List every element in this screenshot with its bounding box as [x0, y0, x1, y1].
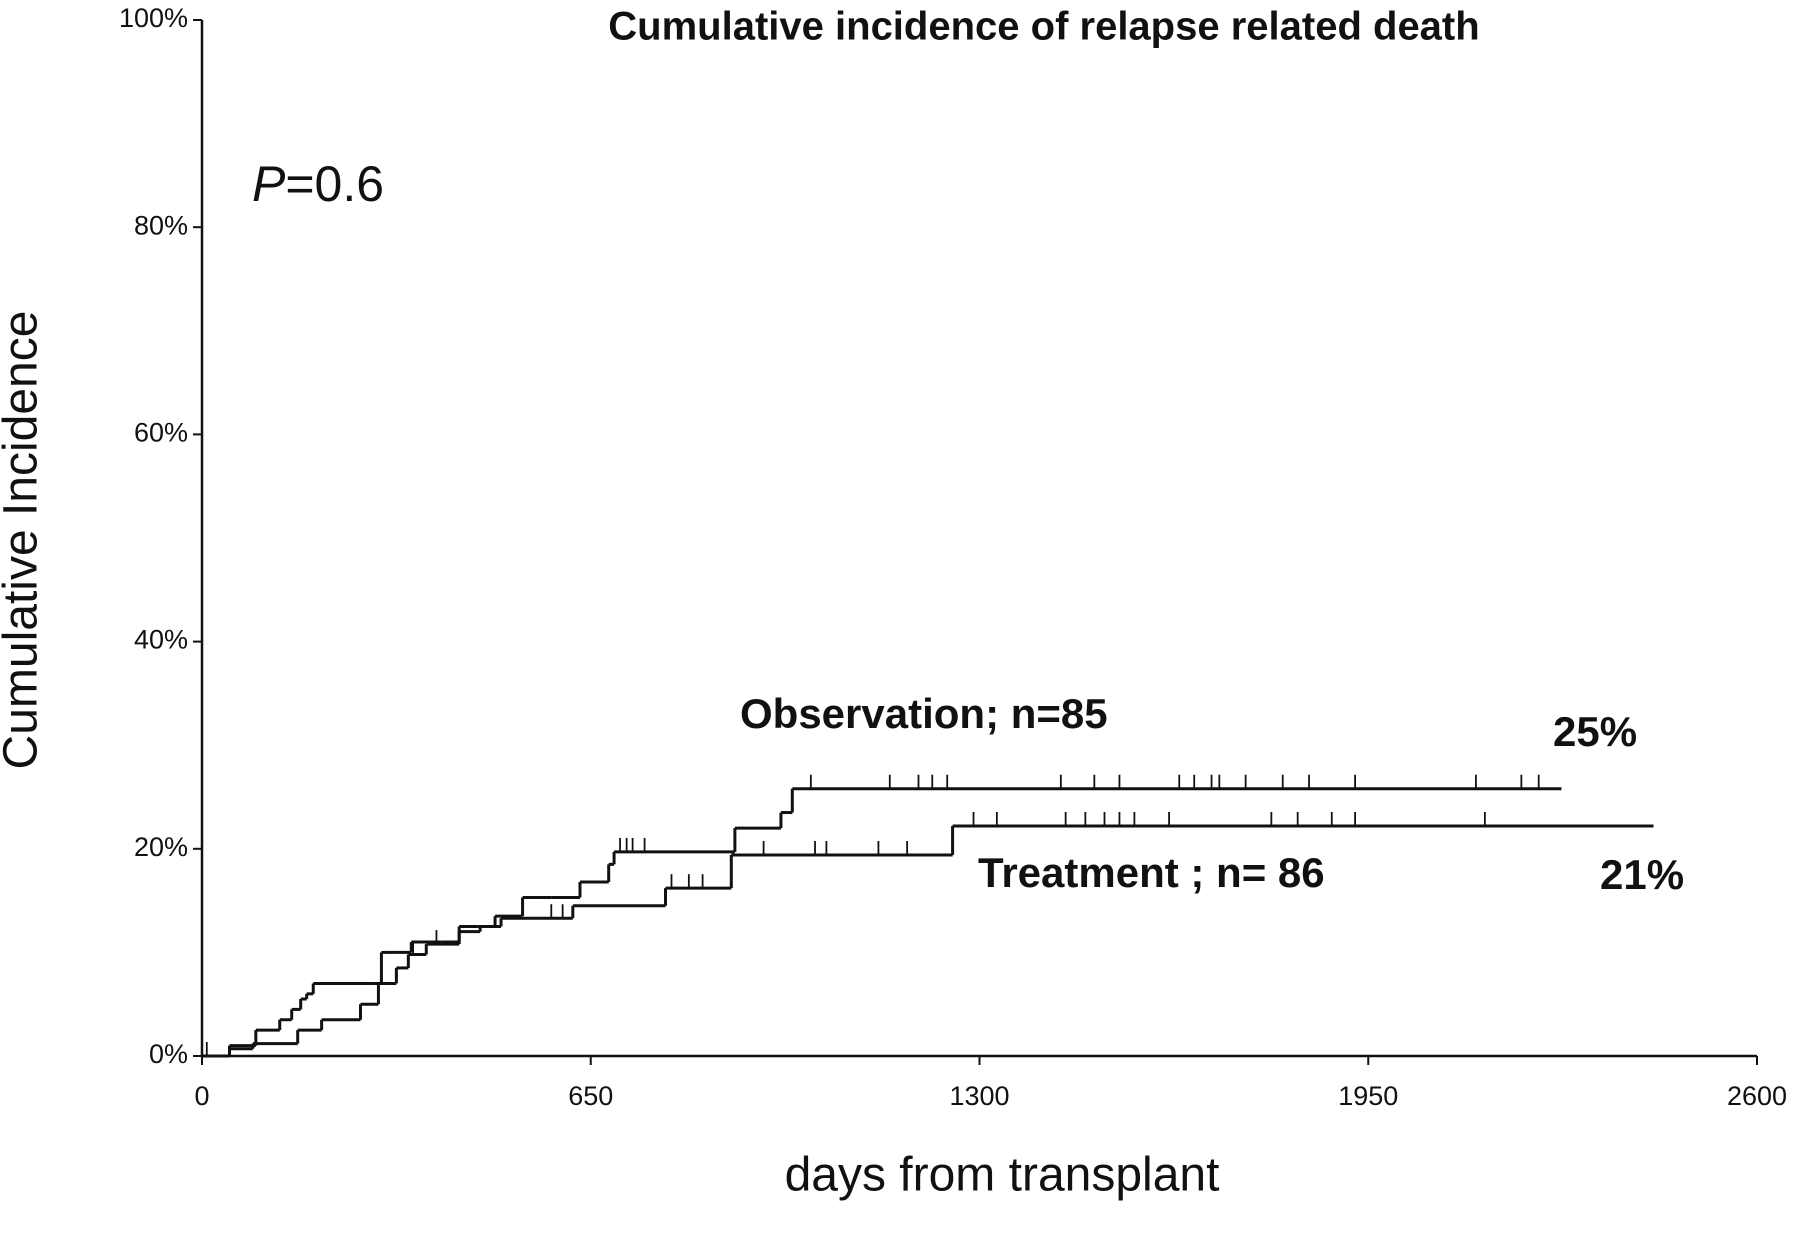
series-label: Treatment ; n= 86 [978, 849, 1325, 896]
y-tick-label: 40% [134, 625, 188, 655]
x-axis-label: days from transplant [785, 1149, 1220, 1202]
y-axis-label: Cumulative Incidence [0, 311, 48, 770]
x-tick-label: 1300 [949, 1081, 1009, 1111]
chart-title: Cumulative incidence of relapse related … [608, 5, 1479, 49]
end-label: 21% [1600, 851, 1684, 898]
x-tick-label: 650 [568, 1081, 613, 1111]
x-tick-label: 1950 [1338, 1081, 1398, 1111]
series-label: Observation; n=85 [740, 690, 1108, 737]
y-tick-label: 60% [134, 418, 188, 448]
y-tick-label: 100% [119, 3, 188, 33]
y-tick-label: 80% [134, 210, 188, 240]
y-tick-label: 20% [134, 832, 188, 862]
end-label: 25% [1553, 708, 1637, 755]
y-tick-label: 0% [149, 1039, 188, 1069]
x-tick-label: 2600 [1727, 1081, 1787, 1111]
x-tick-label: 0 [194, 1081, 209, 1111]
p-value: P=0.6 [252, 156, 384, 212]
